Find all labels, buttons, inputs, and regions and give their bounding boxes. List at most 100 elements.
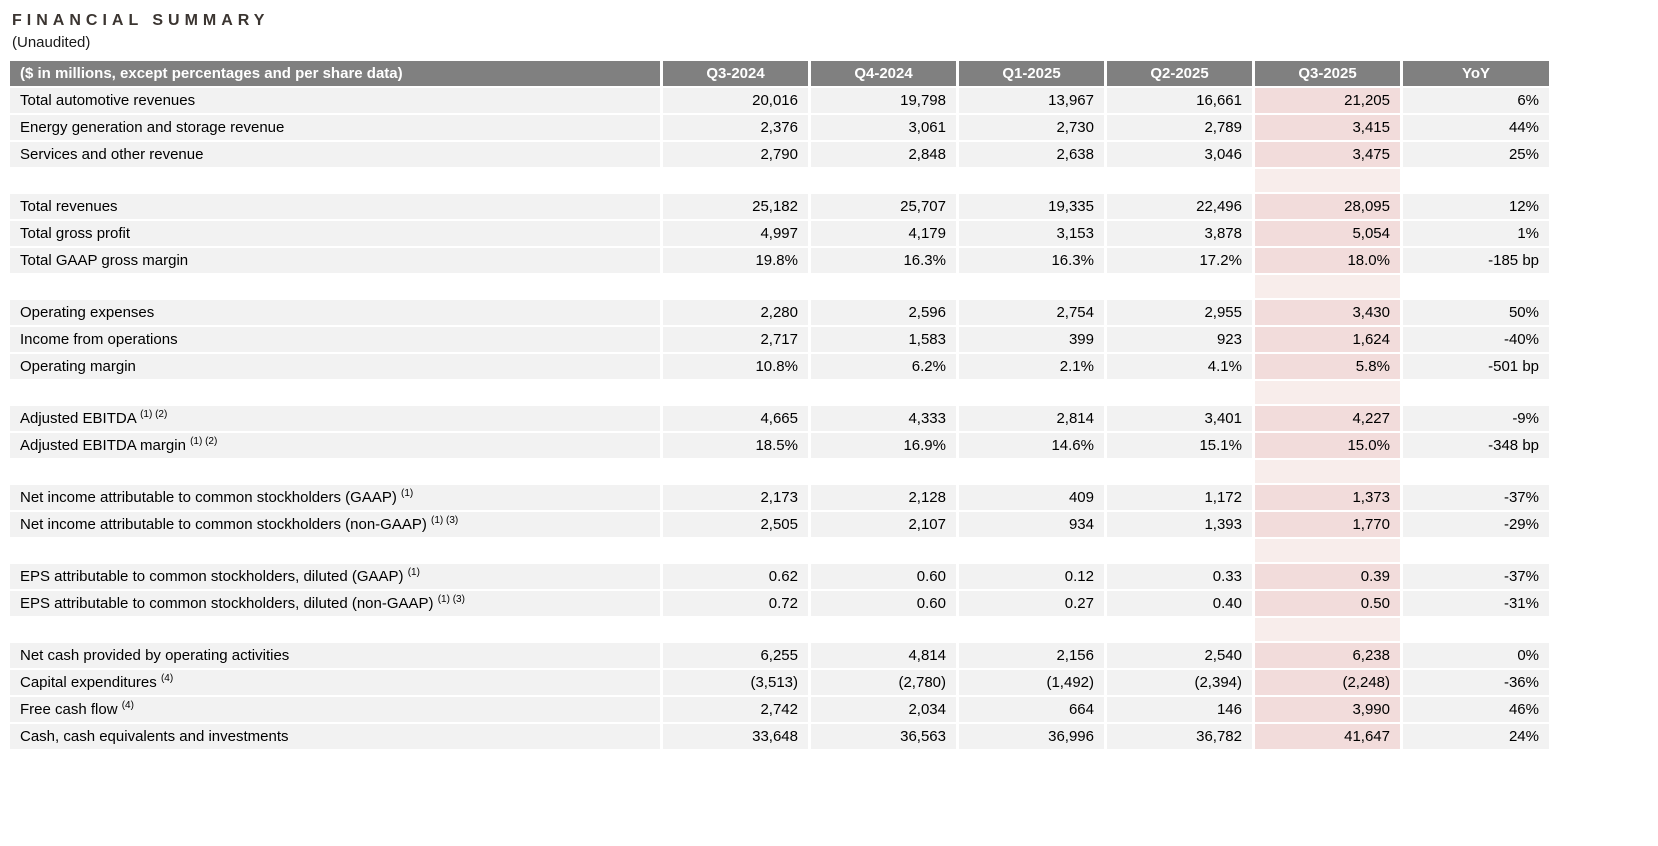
spacer-row <box>10 169 1549 192</box>
row-label: Net income attributable to common stockh… <box>10 512 660 537</box>
row-label-text: Operating expenses <box>20 304 155 321</box>
cell-q3-2025: 5.8% <box>1255 354 1400 379</box>
cell-q3-2024: 18.5% <box>663 433 808 458</box>
cell-q4-2024: 2,034 <box>811 697 956 722</box>
column-header-q2-2025: Q2-2025 <box>1107 61 1252 86</box>
cell-q2-2025: 22,496 <box>1107 194 1252 219</box>
cell-yoy: -31% <box>1403 591 1549 616</box>
cell-yoy: -348 bp <box>1403 433 1549 458</box>
cell-yoy: 46% <box>1403 697 1549 722</box>
footnote-ref: (1) <box>401 488 414 499</box>
row-label: Adjusted EBITDA (1) (2) <box>10 406 660 431</box>
cell-q3-2024: 19.8% <box>663 248 808 273</box>
cell-q3-2024: 2,717 <box>663 327 808 352</box>
table-row: Energy generation and storage revenue 2,3… <box>10 115 1549 140</box>
cell-q3-2024: 0.62 <box>663 564 808 589</box>
cell-q4-2024: 6.2% <box>811 354 956 379</box>
cell-q2-2025: 3,046 <box>1107 142 1252 167</box>
cell-q2-2025: 36,782 <box>1107 724 1252 749</box>
spacer-cell <box>1403 381 1549 404</box>
cell-q1-2025: 19,335 <box>959 194 1104 219</box>
cell-yoy: -40% <box>1403 327 1549 352</box>
row-label-text: Net income attributable to common stockh… <box>20 489 397 506</box>
cell-q2-2025: 2,540 <box>1107 643 1252 668</box>
spacer-cell <box>811 275 956 298</box>
cell-q1-2025: 0.12 <box>959 564 1104 589</box>
cell-q3-2025: 5,054 <box>1255 221 1400 246</box>
row-label-text: Total GAAP gross margin <box>20 252 189 269</box>
cell-q4-2024: 4,814 <box>811 643 956 668</box>
cell-q2-2025: 1,393 <box>1107 512 1252 537</box>
cell-q4-2024: 25,707 <box>811 194 956 219</box>
footnote-ref: (1) (3) <box>437 594 465 605</box>
spacer-cell-highlight <box>1255 618 1400 641</box>
spacer-cell <box>10 618 660 641</box>
spacer-cell <box>1403 169 1549 192</box>
cell-q1-2025: 3,153 <box>959 221 1104 246</box>
cell-q4-2024: 19,798 <box>811 88 956 113</box>
row-label: Operating margin <box>10 354 660 379</box>
cell-q3-2025: 0.39 <box>1255 564 1400 589</box>
cell-q3-2025: 6,238 <box>1255 643 1400 668</box>
spacer-cell-highlight <box>1255 381 1400 404</box>
row-label: EPS attributable to common stockholders,… <box>10 591 660 616</box>
cell-q3-2025: 1,373 <box>1255 485 1400 510</box>
cell-q4-2024: 0.60 <box>811 591 956 616</box>
cell-q3-2024: 0.72 <box>663 591 808 616</box>
cell-yoy: 0% <box>1403 643 1549 668</box>
cell-q4-2024: 2,848 <box>811 142 956 167</box>
table-row: Adjusted EBITDA margin (1) (2) 18.5% 16.9%… <box>10 433 1549 458</box>
spacer-cell <box>10 275 660 298</box>
table-row: Adjusted EBITDA (1) (2) 4,665 4,333 2,814 3,… <box>10 406 1549 431</box>
spacer-row <box>10 381 1549 404</box>
cell-yoy: -37% <box>1403 485 1549 510</box>
row-label-text: Cash, cash equivalents and investments <box>20 728 289 745</box>
cell-q1-2025: 36,996 <box>959 724 1104 749</box>
cell-q1-2025: 2,638 <box>959 142 1104 167</box>
cell-q1-2025: 16.3% <box>959 248 1104 273</box>
spacer-cell <box>10 381 660 404</box>
cell-q1-2025: 2,730 <box>959 115 1104 140</box>
table-row: Capital expenditures (4) (3,513) (2,780) (1… <box>10 670 1549 695</box>
row-label-text: Total automotive revenues <box>20 92 196 109</box>
cell-q3-2024: 2,505 <box>663 512 808 537</box>
cell-q2-2025: 1,172 <box>1107 485 1252 510</box>
column-header-q3-2025: Q3-2025 <box>1255 61 1400 86</box>
cell-q1-2025: 934 <box>959 512 1104 537</box>
table-row: Operating margin 10.8% 6.2% 2.1% 4.1% 5.8% -50… <box>10 354 1549 379</box>
row-label-text: Total revenues <box>20 198 118 215</box>
cell-q1-2025: 409 <box>959 485 1104 510</box>
cell-q2-2025: 3,878 <box>1107 221 1252 246</box>
cell-q4-2024: 3,061 <box>811 115 956 140</box>
spacer-cell <box>811 460 956 483</box>
cell-q3-2024: 2,173 <box>663 485 808 510</box>
cell-q4-2024: 2,596 <box>811 300 956 325</box>
spacer-row <box>10 460 1549 483</box>
page-subtitle: (Unaudited) <box>12 34 91 51</box>
cell-yoy: 25% <box>1403 142 1549 167</box>
cell-q3-2024: 25,182 <box>663 194 808 219</box>
cell-q3-2024: 10.8% <box>663 354 808 379</box>
spacer-cell <box>959 618 1104 641</box>
spacer-cell <box>663 169 808 192</box>
table-row: Services and other revenue 2,790 2,848 2,63… <box>10 142 1549 167</box>
cell-q2-2025: 0.40 <box>1107 591 1252 616</box>
table-row: Total GAAP gross margin 19.8% 16.3% 16.3% 17… <box>10 248 1549 273</box>
row-label-text: Net cash provided by operating activitie… <box>20 647 290 664</box>
row-label: Total automotive revenues <box>10 88 660 113</box>
cell-yoy: -9% <box>1403 406 1549 431</box>
spacer-cell <box>663 618 808 641</box>
table-row: Total revenues 25,182 25,707 19,335 22,496 28… <box>10 194 1549 219</box>
cell-q2-2025: (2,394) <box>1107 670 1252 695</box>
cell-q2-2025: 0.33 <box>1107 564 1252 589</box>
column-header-q3-2024: Q3-2024 <box>663 61 808 86</box>
row-label: Operating expenses <box>10 300 660 325</box>
spacer-cell <box>811 169 956 192</box>
row-label-text: Net income attributable to common stockh… <box>20 516 427 533</box>
table-row: Total gross profit 4,997 4,179 3,153 3,878 5,… <box>10 221 1549 246</box>
footnote-ref: (4) <box>121 700 134 711</box>
spacer-cell <box>1107 169 1252 192</box>
cell-q3-2025: 18.0% <box>1255 248 1400 273</box>
cell-yoy: 44% <box>1403 115 1549 140</box>
table-row: Net income attributable to common stockh… <box>10 512 1549 537</box>
